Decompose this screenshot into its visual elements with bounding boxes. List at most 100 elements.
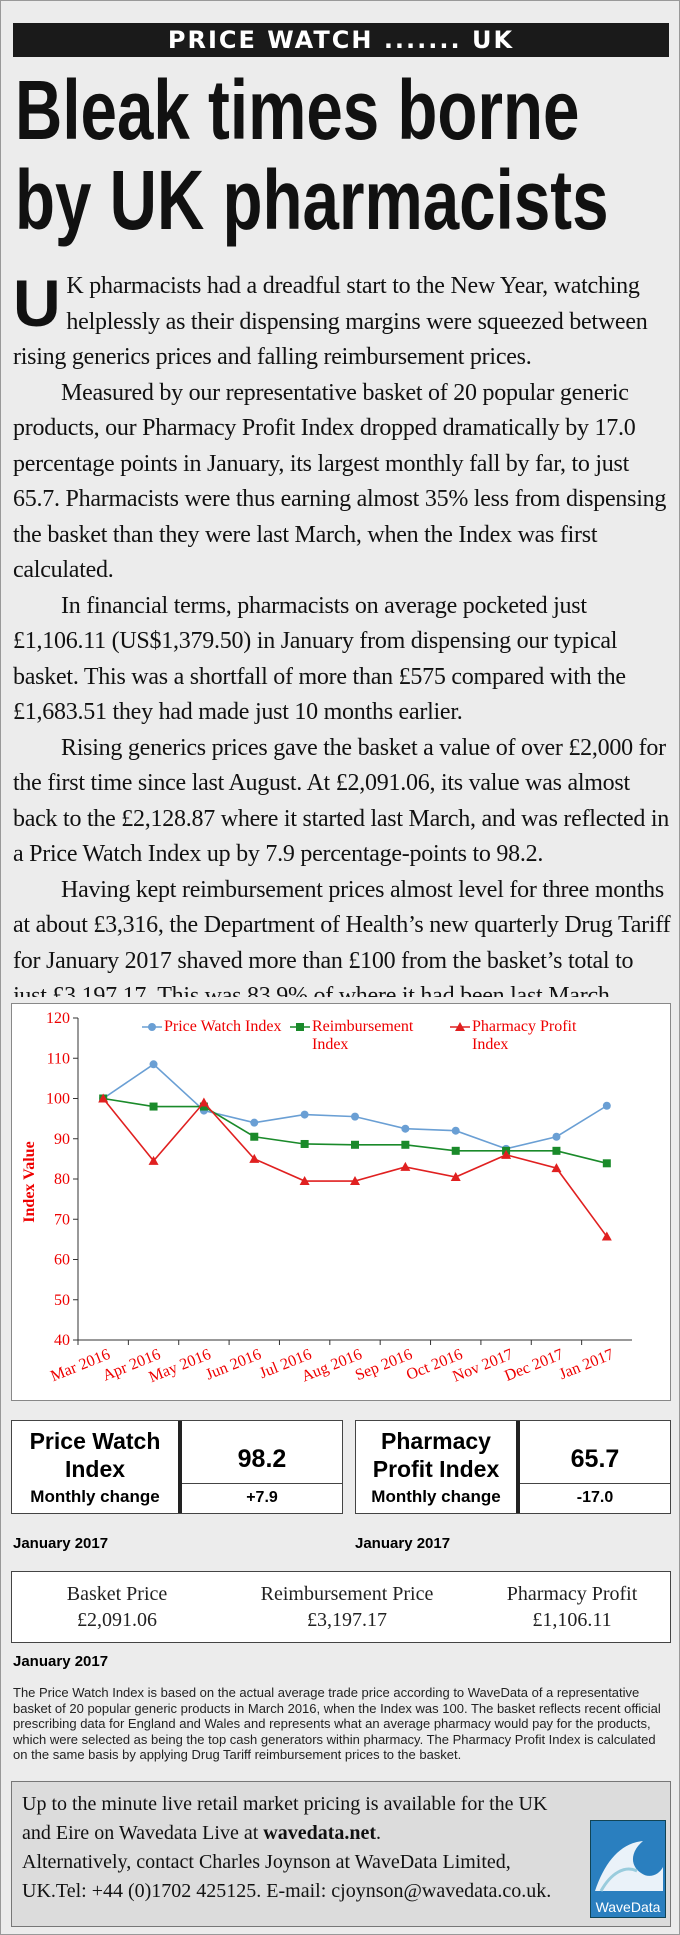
link[interactable]: wavedata.net [263,1822,377,1844]
stat-label-cell: Price Watch Index Monthly change [12,1421,182,1513]
price-value: £1,106.11 [532,1609,612,1631]
stat-sub: Monthly change [371,1487,501,1506]
logo-text: WaveData [595,1899,661,1915]
logo-wave [595,1841,663,1892]
marker [601,1231,612,1241]
marker [401,1124,410,1133]
marker [552,1146,561,1155]
y-tick-label: 50 [54,1292,70,1309]
marker [249,1153,260,1163]
date: January 2017 [13,1653,109,1670]
contact-text: Up to the minute live retail market pric… [22,1790,562,1906]
marker [149,1060,158,1069]
y-tick-label: 80 [54,1171,70,1188]
date: January 2017 [355,1535,451,1552]
legend-entry: Reimbursement Index [312,1018,414,1053]
y-tick-label: 100 [46,1091,70,1108]
paragraph-text: K pharmacists had a dreadful start to th… [13,273,648,370]
y-tick-label: 70 [54,1211,70,1228]
marker [501,1149,512,1159]
marker [551,1163,562,1173]
y-tick-label: 90 [54,1131,70,1148]
marker [450,1171,461,1181]
marker [602,1101,611,1110]
paragraph: Rising generics prices gave the basket a… [13,734,670,868]
marker [451,1126,460,1135]
stat-change: -17.0 [576,1489,614,1506]
marker [250,1118,259,1127]
text: . [376,1822,382,1844]
marker [351,1112,359,1121]
kicker: PRICE WATCH ....... UK [13,23,669,57]
marker [148,1155,159,1165]
price-value: £3,197.17 [307,1609,387,1631]
paragraph: In financial terms, pharmacists on avera… [13,592,626,726]
price-box: Basket Price £2,091.06 Reimbursement Pric… [11,1571,671,1643]
contact-line: Alternatively, contact Charles Joynson a… [22,1851,552,1902]
marker [148,1023,156,1031]
price-label: Basket Price [66,1583,168,1605]
x-tick-label: Jan 2017 [557,1346,617,1383]
stat-box: Pharmacy Profit Index Monthly change 65.… [355,1420,671,1514]
price-item: Pharmacy Profit £1,106.11 [472,1581,672,1633]
stat-change: +7.9 [246,1489,278,1506]
marker [300,1139,309,1148]
marker [350,1176,360,1186]
price-item: Reimbursement Price £3,197.17 [222,1581,472,1633]
marker [602,1159,611,1168]
marker [299,1176,310,1186]
y-tick-label: 40 [54,1332,70,1349]
marker [451,1146,460,1155]
headline-line: by UK pharmacists [15,153,609,247]
stat-name: Price Watch Index [29,1428,161,1482]
chart-box: Index Value 40 50 60 70 80 90 100 110 120 Mar 201… [11,1003,671,1401]
date: January 2017 [13,1535,109,1552]
stat-sub: Monthly change [30,1487,160,1506]
headline: Bleak times borne by UK pharmacists [15,65,639,245]
y-tick-label: 60 [54,1252,70,1269]
marker [400,1161,411,1171]
marker [149,1102,158,1111]
marker [455,1022,465,1031]
x-tick-label: Mar 2016 [48,1346,112,1385]
divider [182,1483,342,1484]
y-tick-label: 120 [46,1010,70,1027]
x-tick-label: Jun 2016 [203,1346,263,1384]
chart: Index Value 40 50 60 70 80 90 100 110 120 Mar 201… [21,1010,632,1386]
marker [198,1097,209,1107]
marker [98,1093,109,1103]
footnote: The Price Watch Index is based on the ac… [13,1685,661,1762]
text: Up to the minute live retail market pric… [22,1793,548,1844]
y-axis-label: Index Value [21,1141,38,1222]
headline-line: Bleak times borne [15,63,580,157]
contact-box: Up to the minute live retail market pric… [11,1781,671,1927]
price-item: Basket Price £2,091.06 [12,1581,222,1633]
y-tick-label: 110 [47,1050,70,1067]
x-tick-label: Dec 2017 [502,1346,566,1385]
marker [401,1140,410,1149]
price-label: Pharmacy Profit [506,1583,638,1605]
stat-name: Pharmacy Profit Index [372,1428,500,1482]
x-tick-label: Sep 2016 [353,1346,415,1384]
logo: WaveData [590,1820,666,1918]
legend-entry: Pharmacy Profit Index [472,1018,577,1053]
stat-box: Price Watch Index Monthly change 98.2 +7… [11,1420,343,1514]
marker [250,1132,259,1141]
price-value: £2,091.06 [77,1609,157,1631]
stat-value: 98.2 [237,1445,287,1473]
price-label: Reimbursement Price [260,1583,434,1605]
drop-cap: U [13,269,61,340]
marker [296,1023,304,1031]
stat-label-cell: Pharmacy Profit Index Monthly change [356,1421,520,1513]
marker [552,1132,561,1141]
paragraph: Having kept reimbursement prices almost … [13,876,671,998]
marker [351,1140,359,1149]
paragraph: Measured by our representative basket of… [13,379,667,584]
marker [199,1102,208,1111]
divider [520,1483,670,1484]
marker [300,1110,309,1119]
contact-line: Up to the minute live retail market pric… [22,1790,562,1848]
